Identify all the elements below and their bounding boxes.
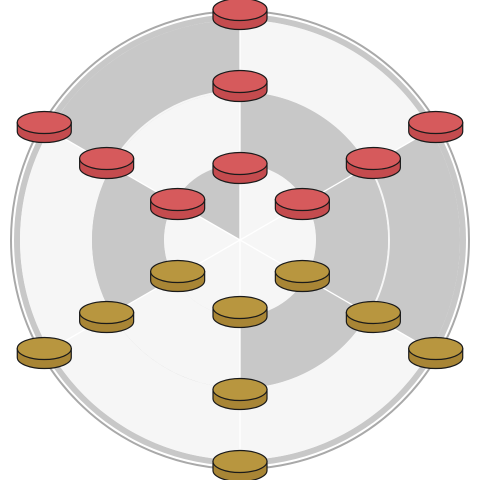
piece-top <box>212 377 268 402</box>
piece-red-ring2-ne[interactable] <box>345 146 401 180</box>
piece-top <box>212 151 268 176</box>
sector-mid-nw <box>111 92 240 202</box>
spoke-sw <box>49 239 241 351</box>
piece-gold-ring1-se[interactable] <box>274 259 330 293</box>
sector-outer-w <box>19 130 111 350</box>
piece-red-ring2-n[interactable] <box>212 69 268 103</box>
sector-in-sw <box>174 240 240 316</box>
sector-in-se <box>240 240 306 316</box>
piece-top <box>212 449 268 474</box>
sector-outer-nw <box>49 20 240 165</box>
piece-top <box>150 259 206 284</box>
sector-outer-sw <box>49 315 240 460</box>
piece-gold-ring2-s[interactable] <box>212 377 268 411</box>
sector-in-e <box>240 202 316 278</box>
piece-gold-ring3-sw[interactable] <box>16 336 72 370</box>
piece-red-ring2-nw[interactable] <box>79 146 135 180</box>
piece-top <box>212 295 268 320</box>
piece-red-ring1-nw[interactable] <box>150 187 206 221</box>
sector-in-ne <box>240 164 306 240</box>
piece-top <box>79 146 135 171</box>
piece-gold-ring3-s[interactable] <box>212 449 268 480</box>
piece-gold-ring3-se[interactable] <box>408 336 464 370</box>
spoke-nw <box>49 129 241 241</box>
sector-outer-e <box>369 130 460 350</box>
piece-gold-ring1-sw[interactable] <box>150 259 206 293</box>
pieces <box>16 0 464 480</box>
piece-gold-ring1-s[interactable] <box>212 295 268 329</box>
piece-top <box>274 259 330 284</box>
piece-gold-ring2-sw[interactable] <box>79 300 135 334</box>
piece-red-ring3-ne[interactable] <box>408 110 464 144</box>
spoke-ne <box>239 129 431 241</box>
piece-top <box>79 300 135 325</box>
spoke-se <box>239 239 431 351</box>
sector-in-nw <box>174 164 240 240</box>
sector-outer-se <box>240 315 431 460</box>
piece-red-ring1-ne[interactable] <box>274 187 330 221</box>
piece-top <box>274 187 330 212</box>
sector-in-w <box>164 202 240 278</box>
sector-mid-sw <box>111 278 240 388</box>
piece-top <box>212 69 268 94</box>
piece-top <box>16 110 72 135</box>
spokes <box>49 20 431 460</box>
piece-red-ring3-n[interactable] <box>212 0 268 31</box>
piece-red-ring3-nw[interactable] <box>16 110 72 144</box>
piece-top <box>150 187 206 212</box>
piece-top <box>408 110 464 135</box>
piece-red-ring1-n[interactable] <box>212 151 268 185</box>
sector-mid-ne <box>240 92 369 202</box>
piece-gold-ring2-se[interactable] <box>345 300 401 334</box>
piece-top <box>212 0 268 22</box>
piece-top <box>408 336 464 361</box>
piece-top <box>345 146 401 171</box>
sector-mid-se <box>240 278 369 388</box>
piece-top <box>16 336 72 361</box>
sector-outer-ne <box>240 20 431 165</box>
piece-top <box>345 300 401 325</box>
